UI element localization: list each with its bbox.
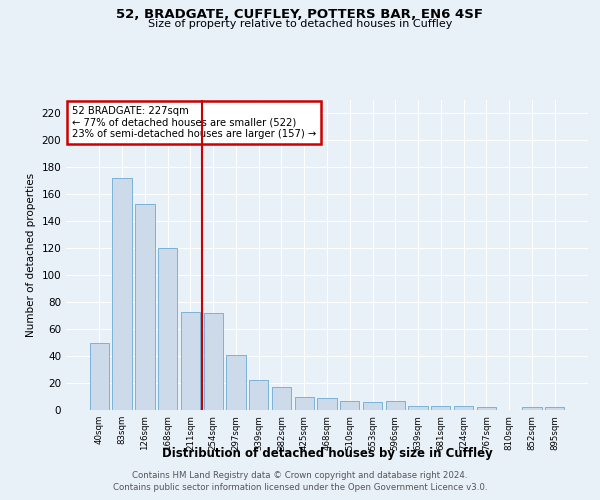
Bar	[181, 312, 200, 410]
Text: Contains HM Land Registry data © Crown copyright and database right 2024.
Contai: Contains HM Land Registry data © Crown c…	[113, 471, 487, 492]
Bar	[340, 400, 359, 410]
Bar	[409, 406, 428, 410]
Bar	[431, 406, 451, 410]
Text: 52 BRADGATE: 227sqm
← 77% of detached houses are smaller (522)
23% of semi-detac: 52 BRADGATE: 227sqm ← 77% of detached ho…	[71, 106, 316, 139]
Bar	[295, 396, 314, 410]
Bar	[272, 387, 291, 410]
Bar	[522, 408, 542, 410]
Bar	[135, 204, 155, 410]
Bar	[226, 354, 245, 410]
Bar	[317, 398, 337, 410]
Bar	[386, 400, 405, 410]
Bar	[158, 248, 178, 410]
Y-axis label: Number of detached properties: Number of detached properties	[26, 173, 36, 337]
Bar	[454, 406, 473, 410]
Text: 52, BRADGATE, CUFFLEY, POTTERS BAR, EN6 4SF: 52, BRADGATE, CUFFLEY, POTTERS BAR, EN6 …	[116, 8, 484, 20]
Bar	[363, 402, 382, 410]
Bar	[249, 380, 268, 410]
Text: Distribution of detached houses by size in Cuffley: Distribution of detached houses by size …	[161, 448, 493, 460]
Bar	[476, 408, 496, 410]
Bar	[90, 342, 109, 410]
Bar	[203, 313, 223, 410]
Bar	[112, 178, 132, 410]
Text: Size of property relative to detached houses in Cuffley: Size of property relative to detached ho…	[148, 19, 452, 29]
Bar	[545, 408, 564, 410]
